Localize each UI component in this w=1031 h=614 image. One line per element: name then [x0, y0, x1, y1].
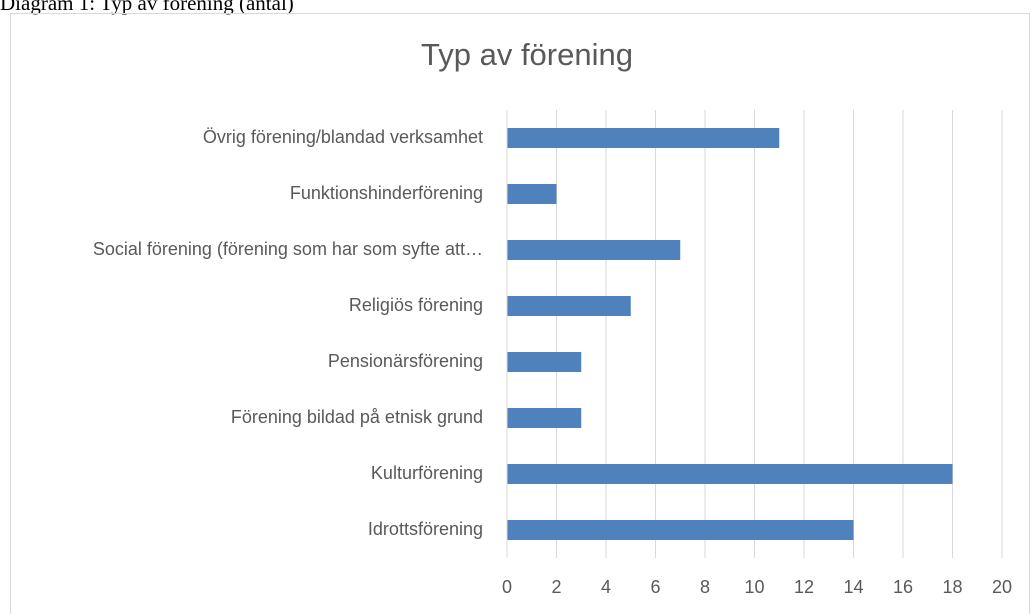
x-tick-label: 10 — [744, 577, 764, 597]
y-tick-label: Pensionärsförening — [328, 351, 483, 371]
y-tick-label: Kulturförening — [371, 463, 483, 483]
bar — [507, 464, 953, 484]
y-tick-label: Idrottsförening — [368, 519, 483, 539]
bar — [507, 128, 780, 148]
bar — [507, 184, 557, 204]
x-tick-label: 6 — [650, 577, 660, 597]
bar — [507, 240, 681, 260]
x-tick-label: 0 — [502, 577, 512, 597]
bar — [507, 520, 854, 540]
x-tick-label: 8 — [700, 577, 710, 597]
x-tick-label: 4 — [601, 577, 611, 597]
bar — [507, 352, 582, 372]
x-tick-label: 14 — [843, 577, 863, 597]
chart-border — [10, 13, 1030, 614]
x-tick-label: 18 — [942, 577, 962, 597]
y-tick-label: Social förening (förening som har som sy… — [93, 239, 483, 259]
x-tick-label: 20 — [992, 577, 1012, 597]
x-tick-label: 2 — [551, 577, 561, 597]
x-tick-label: 16 — [893, 577, 913, 597]
bar — [507, 296, 631, 316]
caption: Diagram 1: Typ av förening (antal) — [0, 0, 294, 15]
y-tick-label: Religiös förening — [349, 295, 483, 315]
chart-title: Typ av förening — [421, 37, 633, 72]
y-tick-label: Förening bildad på etnisk grund — [231, 407, 483, 427]
bar — [507, 408, 582, 428]
y-tick-label: Övrig förening/blandad verksamhet — [203, 127, 483, 147]
y-tick-label: Funktionshinderförening — [290, 183, 483, 203]
x-tick-label: 12 — [794, 577, 814, 597]
